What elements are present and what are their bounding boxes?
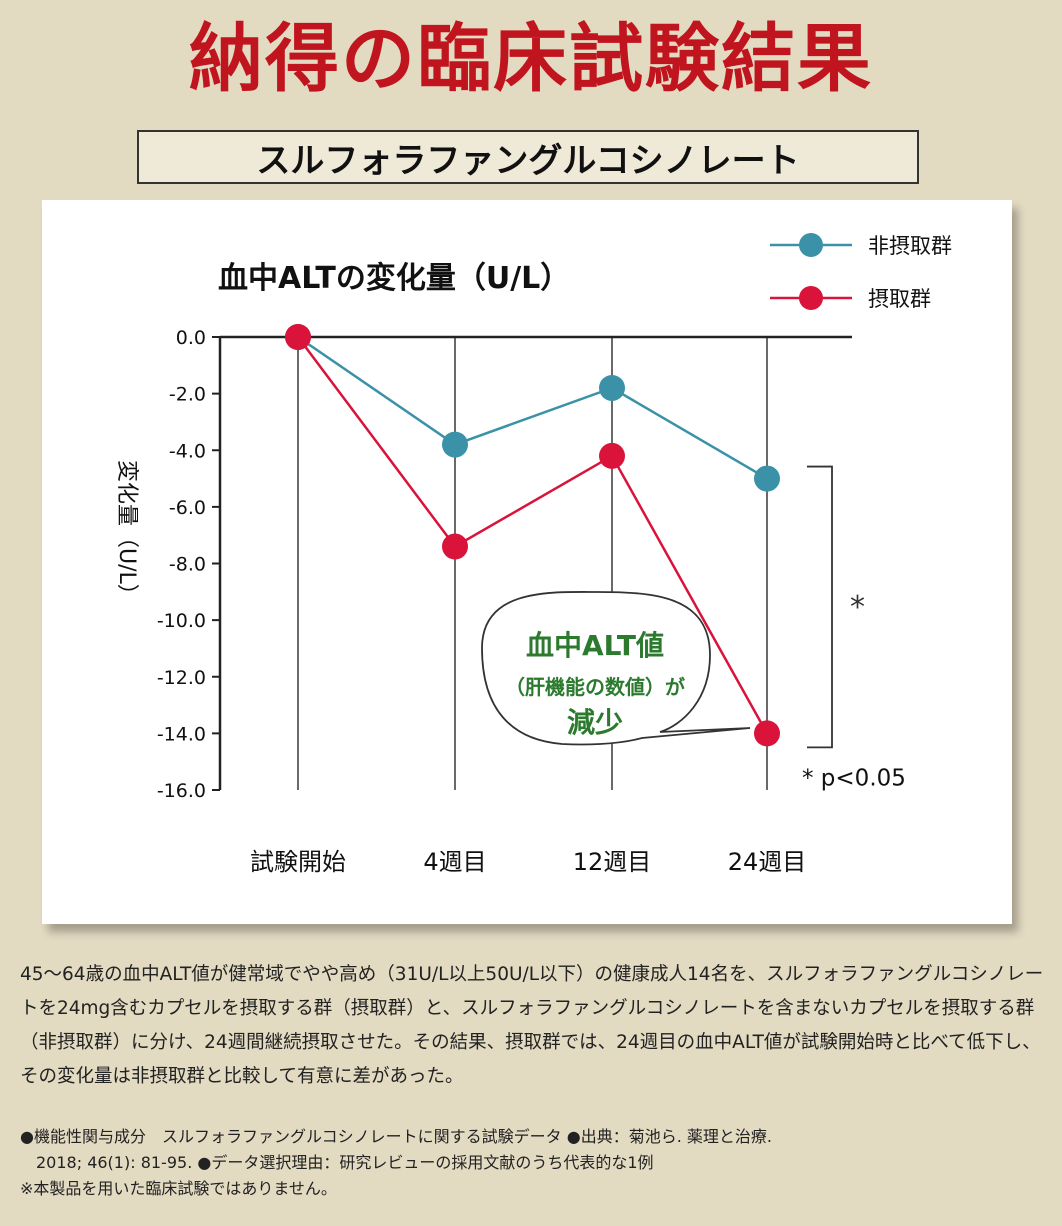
y-tick-label: -10.0 bbox=[157, 610, 206, 632]
subtitle-banner: スルフォラファングルコシノレート bbox=[137, 130, 919, 184]
x-tick-label: 24週目 bbox=[728, 848, 807, 876]
significance-bracket bbox=[807, 465, 833, 749]
significance-note: * p<0.05 bbox=[802, 765, 906, 791]
y-tick-label: -16.0 bbox=[157, 780, 206, 802]
legend-marker bbox=[799, 233, 823, 257]
y-tick-label: -8.0 bbox=[169, 554, 206, 576]
footnotes: ●機能性関与成分 スルフォラファングルコシノレートに関する試験データ ●出典：菊… bbox=[20, 1124, 1050, 1202]
y-tick-label: 0.0 bbox=[176, 327, 206, 349]
callout-bubble bbox=[481, 591, 751, 746]
callout-line-3: 減少 bbox=[567, 706, 623, 739]
data-point bbox=[285, 324, 311, 350]
data-point bbox=[599, 374, 625, 401]
data-point bbox=[442, 533, 468, 560]
footnote-citation: 2018; 46(1): 81-95. ●データ選択理由：研究レビューの採用文献… bbox=[20, 1153, 654, 1172]
footnote-disclaimer: ※本製品を用いた臨床試験ではありません。 bbox=[20, 1179, 337, 1198]
page-title: 納得の臨床試験結果 bbox=[189, 16, 873, 102]
significance-mark: * bbox=[850, 590, 865, 625]
x-tick-label: 試験開始 bbox=[250, 848, 346, 876]
series-line bbox=[296, 336, 769, 734]
legend-label: 摂取群 bbox=[868, 287, 931, 311]
y-tick-label: -6.0 bbox=[169, 497, 206, 519]
footnote-source: ●機能性関与成分 スルフォラファングルコシノレートに関する試験データ ●出典：菊… bbox=[20, 1127, 772, 1146]
data-point bbox=[442, 431, 468, 458]
y-tick-label: -4.0 bbox=[169, 440, 206, 462]
y-tick-label: -14.0 bbox=[157, 723, 206, 745]
study-description: 45～64歳の血中ALT値が健常域でやや高め（31U/L以上50U/L以下）の健… bbox=[20, 964, 1044, 1087]
data-point bbox=[599, 442, 625, 469]
y-tick-label: -12.0 bbox=[157, 667, 206, 689]
y-axis-label: 変化量（U/L） bbox=[114, 460, 139, 606]
data-point bbox=[754, 720, 780, 747]
series-line bbox=[297, 335, 768, 480]
legend-label: 非摂取群 bbox=[868, 234, 952, 258]
x-tick-label: 12週目 bbox=[573, 848, 652, 876]
legend-marker bbox=[799, 286, 823, 310]
chart-title: 血中ALTの変化量（U/L） bbox=[218, 261, 570, 296]
callout-line-1: 血中ALT値 bbox=[526, 629, 664, 662]
callout-line-2: （肝機能の数値）が bbox=[505, 675, 685, 699]
chart-card: 血中ALTの変化量（U/L） 非摂取群摂取群 0.0 -2.0 -4.0 -6.0 -8.0… bbox=[42, 200, 1012, 924]
y-tick-label: -2.0 bbox=[169, 384, 206, 406]
data-point bbox=[754, 465, 780, 492]
x-tick-label: 4週目 bbox=[423, 848, 486, 876]
